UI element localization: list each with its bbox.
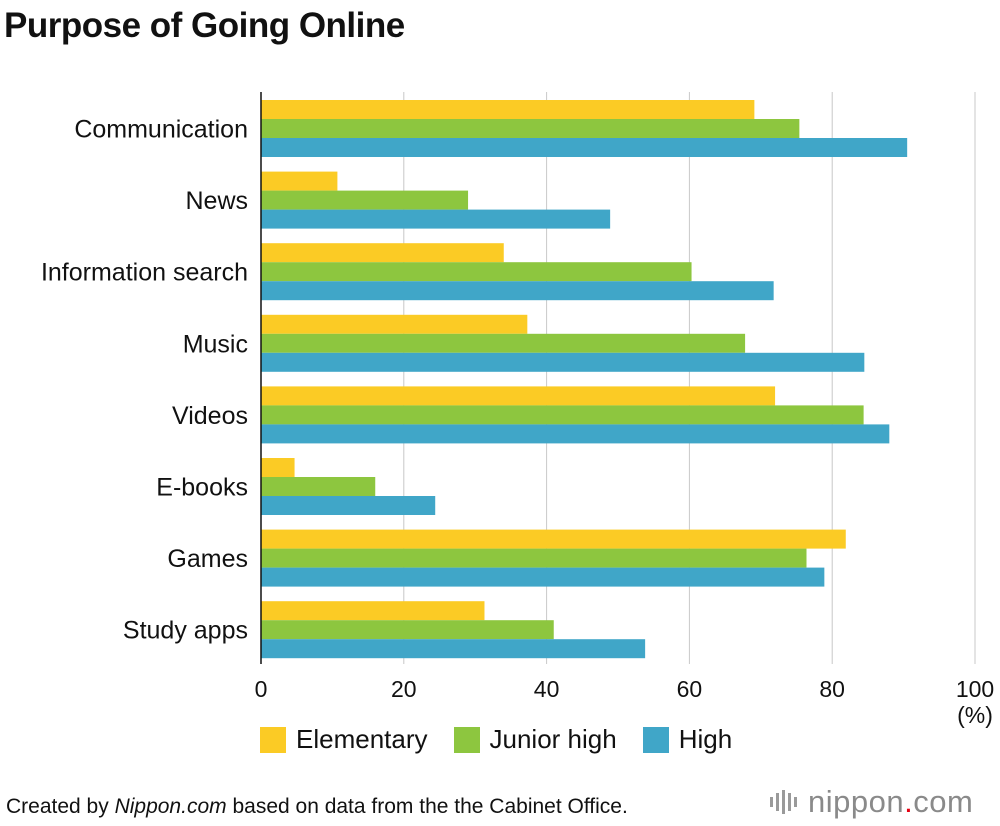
source-note: Created by Nippon.com based on data from… — [6, 795, 628, 819]
bar-communication-high — [261, 138, 908, 157]
category-label-e-books: E-books — [156, 474, 248, 502]
bar-information-search-junior-high — [261, 262, 692, 282]
bar-news-junior-high — [261, 190, 469, 210]
bar-music-junior-high — [261, 333, 746, 353]
legend-label-junior-high: Junior high — [489, 724, 617, 754]
legend-swatch-high — [642, 726, 669, 753]
bar-music-high — [261, 352, 865, 372]
category-label-news: News — [185, 187, 248, 215]
x-tick-label-20: 20 — [391, 676, 417, 702]
bar-communication-elementary — [261, 100, 755, 119]
x-axis-unit-label: (%) — [957, 702, 993, 728]
logo-name: nippon — [808, 784, 905, 819]
legend-label-high: High — [678, 724, 733, 754]
source-prefix: Created by — [6, 795, 115, 818]
bar-study-apps-high — [261, 639, 646, 659]
legend-item-high: High — [642, 724, 733, 755]
category-label-communication: Communication — [74, 116, 248, 144]
x-tick-label-80: 80 — [819, 676, 845, 702]
bar-games-junior-high — [261, 548, 807, 568]
bar-e-books-junior-high — [261, 477, 376, 496]
logo-dot: . — [904, 784, 914, 819]
bar-e-books-high — [261, 496, 436, 515]
category-label-information-search: Information search — [41, 259, 248, 287]
x-tick-label-60: 60 — [677, 676, 703, 702]
x-tick-label-40: 40 — [534, 676, 560, 702]
bar-videos-elementary — [261, 386, 776, 406]
legend-item-junior-high: Junior high — [453, 724, 617, 755]
bar-games-elementary — [261, 529, 846, 549]
bar-e-books-elementary — [261, 458, 295, 477]
category-label-study-apps: Study apps — [123, 617, 248, 645]
legend-label-elementary: Elementary — [296, 724, 428, 754]
legend-item-elementary: Elementary — [260, 724, 428, 755]
bar-information-search-high — [261, 281, 774, 301]
bar-chart: Communication News Information search Music… — [41, 92, 994, 728]
bar-communication-junior-high — [261, 119, 800, 138]
legend: Elementary Junior high High — [260, 724, 758, 755]
bar-study-apps-elementary — [261, 601, 485, 621]
bar-videos-high — [261, 424, 890, 444]
bar-news-high — [261, 209, 611, 229]
bar-videos-junior-high — [261, 405, 864, 425]
x-tick-label-0: 0 — [255, 676, 268, 702]
category-label-games: Games — [167, 545, 248, 573]
legend-swatch-elementary — [260, 726, 286, 753]
logo-tld: com — [913, 784, 974, 819]
nippon-logo: nippon.com — [770, 784, 973, 820]
bar-music-elementary — [261, 314, 528, 334]
bar-information-search-elementary — [261, 243, 504, 263]
source-suffix: based on data from the the Cabinet Offic… — [226, 795, 628, 818]
bar-games-high — [261, 567, 825, 587]
source-site: Nippon.com — [114, 795, 227, 818]
chart-title: Purpose of Going Online — [4, 6, 405, 45]
bar-study-apps-junior-high — [261, 620, 554, 640]
category-label-videos: Videos — [172, 402, 248, 430]
x-tick-label-100: 100 — [956, 676, 994, 702]
logo-bars-icon — [770, 790, 800, 814]
category-label-music: Music — [183, 330, 248, 358]
legend-swatch-junior-high — [453, 726, 480, 753]
bar-news-elementary — [261, 171, 338, 191]
